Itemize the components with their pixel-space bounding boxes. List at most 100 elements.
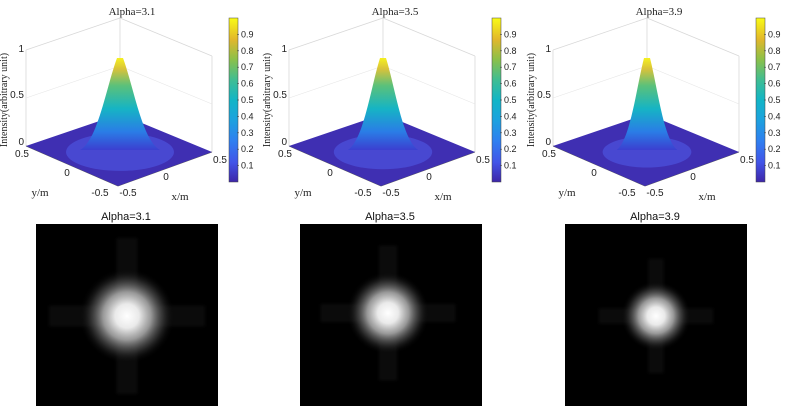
wall-gridline <box>646 65 740 105</box>
edge-top-right <box>119 17 213 57</box>
y-axis-label: y/m <box>294 187 312 199</box>
surface-peak <box>553 58 739 186</box>
colorbar-tick-label: 0.1 <box>768 161 781 171</box>
colorbar-tick-label: 0.7 <box>504 62 517 72</box>
surface-panel-alpha-3-9: Alpha=3.9 1 0.5 0 Intensity(arbitrary un… <box>526 6 781 203</box>
y-axis-label: y/m <box>558 187 576 199</box>
colorbar-tick-label: 0.1 <box>504 161 517 171</box>
colorbar-ticks: 0.1 0.2 0.3 0.4 0.5 0.6 0.7 0.8 0.9 <box>500 29 517 171</box>
colorbar-tick-label: 0.3 <box>241 128 254 138</box>
edge-top-left <box>25 17 121 51</box>
light-spot <box>320 245 456 381</box>
colorbar-tick-label: 0.6 <box>504 79 517 89</box>
colorbar-tick-label: 0.6 <box>768 79 781 89</box>
z-tick-05: 0.5 <box>273 90 287 101</box>
wall-gridline <box>288 65 384 99</box>
panel-title: Alpha=3.5 <box>372 6 419 18</box>
wall-gridline <box>25 65 121 99</box>
colorbar-tick-label: 0.1 <box>241 161 254 171</box>
z-tick-1: 1 <box>281 44 287 55</box>
colorbar <box>491 17 502 183</box>
y-tick-m05: -0.5 <box>618 188 636 199</box>
surface-panel-alpha-3-1: Alpha=3.1 1 0.5 0 Intensity(arbitrary un… <box>0 6 254 203</box>
intensity-image-alpha-3-5: Alpha=3.5 <box>300 211 482 406</box>
y-tick-05: 0.5 <box>278 149 292 160</box>
panel-title: Alpha=3.1 <box>109 6 156 18</box>
x-tick-m05: -0.5 <box>646 188 664 199</box>
y-axis-label: y/m <box>31 187 49 199</box>
image-title: Alpha=3.1 <box>101 211 151 223</box>
colorbar-tick-label: 0.9 <box>768 29 781 39</box>
x-axis-label: x/m <box>698 191 716 203</box>
colorbar-ticks: 0.1 0.2 0.3 0.4 0.5 0.6 0.7 0.8 0.9 <box>237 29 254 171</box>
edge-top-left <box>552 17 648 51</box>
intensity-image-alpha-3-1: Alpha=3.1 <box>36 211 218 406</box>
x-tick-m05: -0.5 <box>119 188 137 199</box>
x-tick-0: 0 <box>426 172 432 183</box>
surface-peak-body <box>347 58 419 150</box>
z-tick-0: 0 <box>545 137 551 148</box>
colorbar-tick-label: 0.2 <box>504 144 517 154</box>
panel-title: Alpha=3.9 <box>636 6 683 18</box>
y-tick-05: 0.5 <box>542 149 556 160</box>
edge-top-right <box>382 17 476 57</box>
spot-core <box>79 268 175 364</box>
wall-gridline <box>119 65 213 105</box>
y-tick-m05: -0.5 <box>91 188 109 199</box>
colorbar-tick-label: 0.9 <box>241 29 254 39</box>
surface-peak-body <box>80 58 160 150</box>
colorbar-ticks: 0.1 0.2 0.3 0.4 0.5 0.6 0.7 0.8 0.9 <box>764 29 781 171</box>
spot-core <box>346 271 430 355</box>
colorbar-tick-label: 0.5 <box>768 95 781 105</box>
colorbar-tick-label: 0.5 <box>504 95 517 105</box>
z-axis-label: Intensity(arbitrary unit) <box>526 53 537 147</box>
z-tick-05: 0.5 <box>10 90 24 101</box>
colorbar-tick-label: 0.9 <box>504 29 517 39</box>
x-tick-05: 0.5 <box>740 155 754 166</box>
x-tick-05: 0.5 <box>476 155 490 166</box>
colorbar-tick-label: 0.8 <box>504 46 517 56</box>
colorbar-tick-label: 0.4 <box>768 111 781 121</box>
light-spot <box>49 238 205 394</box>
colorbar <box>755 17 766 183</box>
z-tick-1: 1 <box>18 44 24 55</box>
wall-gridline <box>382 65 476 105</box>
colorbar <box>228 17 239 183</box>
colorbar-tick-label: 0.4 <box>504 111 517 121</box>
edge-top-left <box>288 17 384 51</box>
colorbar-tick-label: 0.8 <box>241 46 254 56</box>
spot-core <box>620 280 692 352</box>
y-tick-0: 0 <box>591 168 597 179</box>
light-spot <box>598 258 714 374</box>
colorbar-tick-label: 0.2 <box>768 144 781 154</box>
edge-top-right <box>646 17 740 57</box>
x-axis-label: x/m <box>434 191 452 203</box>
colorbar-tick-label: 0.7 <box>241 62 254 72</box>
y-tick-0: 0 <box>327 168 333 179</box>
colorbar-tick-label: 0.3 <box>504 128 517 138</box>
colorbar-tick-label: 0.2 <box>241 144 254 154</box>
surface-peak <box>289 58 475 186</box>
z-axis-label: Intensity(arbitrary unit) <box>262 53 273 147</box>
intensity-image-alpha-3-9: Alpha=3.9 <box>565 211 747 406</box>
image-title: Alpha=3.9 <box>630 211 680 223</box>
z-tick-1: 1 <box>545 44 551 55</box>
image-title: Alpha=3.5 <box>365 211 415 223</box>
z-tick-05: 0.5 <box>537 90 551 101</box>
z-tick-0: 0 <box>18 137 24 148</box>
wall-gridline <box>552 65 648 99</box>
colorbar-tick-label: 0.8 <box>768 46 781 56</box>
surface-peak <box>26 58 212 186</box>
y-tick-05: 0.5 <box>15 149 29 160</box>
x-tick-05: 0.5 <box>213 155 227 166</box>
colorbar-tick-label: 0.5 <box>241 95 254 105</box>
x-tick-m05: -0.5 <box>382 188 400 199</box>
colorbar-tick-label: 0.3 <box>768 128 781 138</box>
x-axis-label: x/m <box>171 191 189 203</box>
surface-panel-alpha-3-5: Alpha=3.5 1 0.5 0 Intensity(arbitrary un… <box>262 6 517 203</box>
y-tick-m05: -0.5 <box>354 188 372 199</box>
y-tick-0: 0 <box>64 168 70 179</box>
x-tick-0: 0 <box>163 172 169 183</box>
colorbar-tick-label: 0.6 <box>241 79 254 89</box>
